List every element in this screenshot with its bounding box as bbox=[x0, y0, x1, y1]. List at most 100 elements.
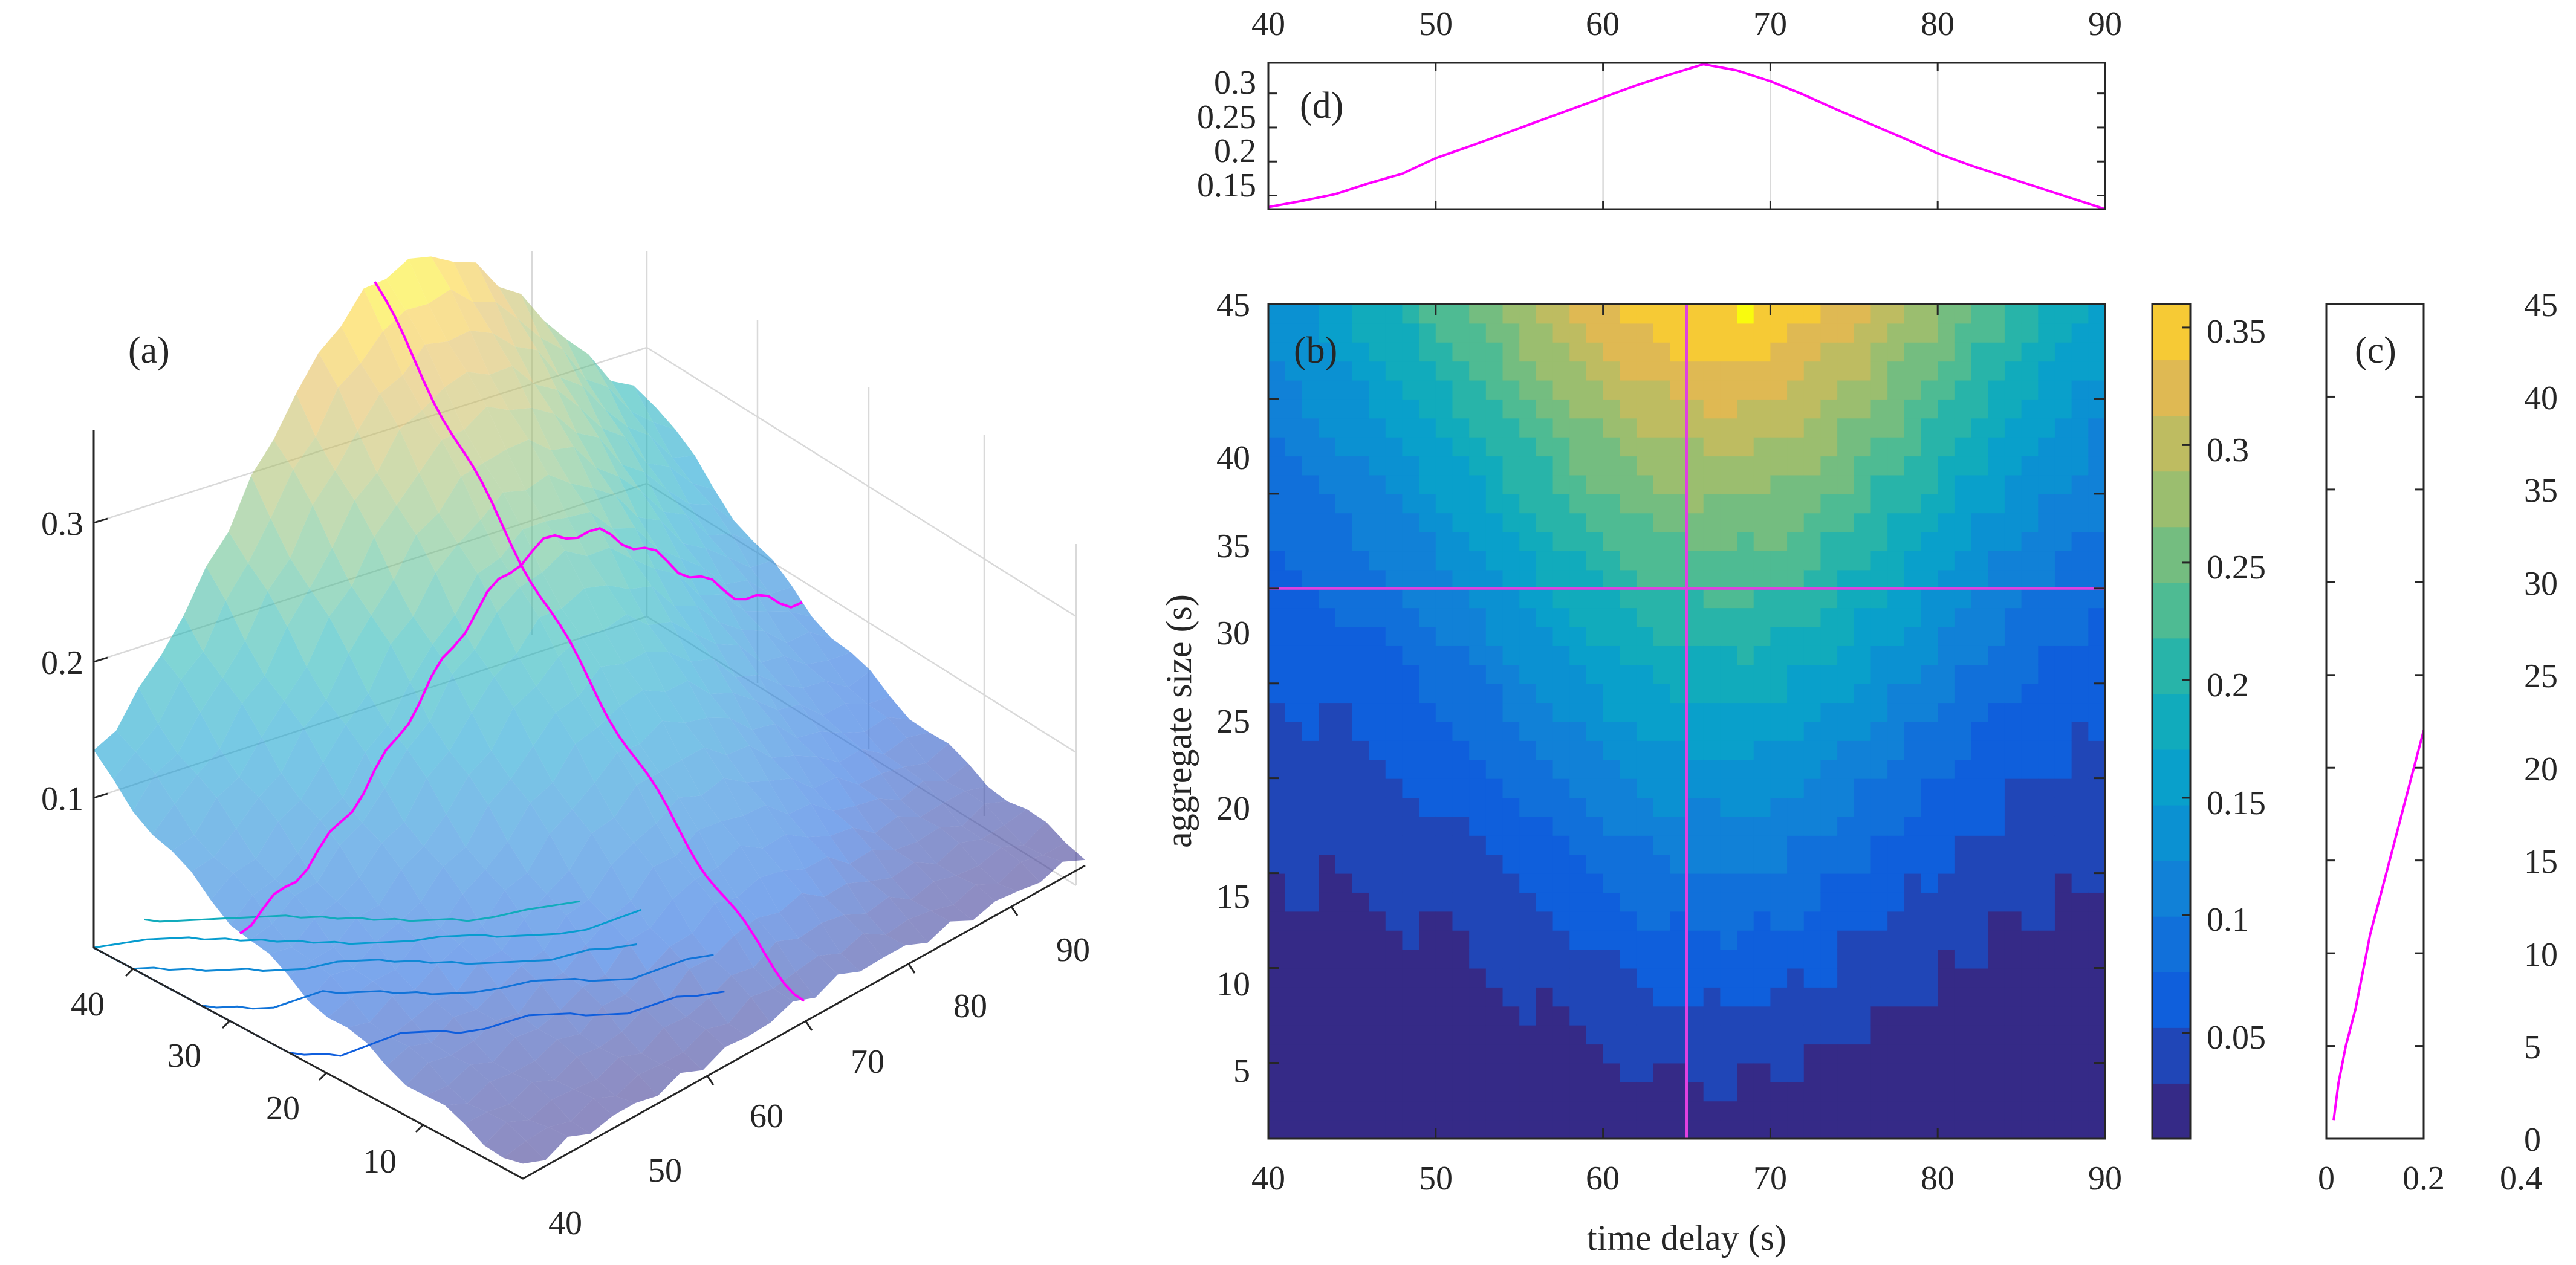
heatmap-cell bbox=[1636, 1024, 1654, 1045]
heatmap-cell bbox=[1385, 436, 1403, 457]
heatmap-cell bbox=[1670, 645, 1687, 665]
heatmap-cell bbox=[2071, 1081, 2089, 1102]
heatmap-cell bbox=[1687, 323, 1704, 343]
heatmap-cell bbox=[1954, 436, 1972, 457]
heatmap-cell bbox=[1803, 1081, 1822, 1102]
heatmap-cell bbox=[1469, 456, 1487, 476]
heatmap-cell bbox=[1971, 1081, 1989, 1102]
heatmap-cell bbox=[1904, 513, 1922, 532]
surface-patch bbox=[116, 687, 158, 752]
heatmap-cell bbox=[1268, 968, 1286, 988]
surface-patch bbox=[605, 409, 647, 464]
surface-patch bbox=[875, 816, 918, 850]
heatmap-cell bbox=[1803, 474, 1822, 494]
colorbar-step bbox=[2152, 971, 2190, 1028]
heatmap-cell bbox=[1770, 1063, 1788, 1082]
heatmap-cell bbox=[1502, 854, 1520, 874]
heatmap-cell bbox=[1954, 513, 1972, 532]
heatmap-cell bbox=[1837, 380, 1855, 400]
heatmap-cell bbox=[1737, 474, 1754, 494]
heatmap-cell bbox=[1268, 1063, 1286, 1082]
heatmap-cell bbox=[1887, 607, 1905, 627]
heatmap-cell bbox=[1435, 683, 1453, 704]
surface-patch bbox=[755, 700, 797, 738]
heatmap-cell bbox=[1803, 1006, 1822, 1026]
heatmap-cell bbox=[1268, 1006, 1286, 1026]
surface-patch bbox=[653, 422, 695, 458]
heatmap-cell bbox=[1586, 398, 1604, 419]
heatmap-cell bbox=[1753, 949, 1771, 969]
heatmap-cell bbox=[1938, 513, 1955, 532]
heatmap-cell bbox=[1586, 740, 1604, 760]
surface-patch bbox=[222, 641, 265, 704]
heatmap-cell bbox=[2054, 1081, 2072, 1102]
heatmap-cell bbox=[1938, 607, 1955, 627]
surface-patch bbox=[345, 693, 388, 752]
heatmap-cell bbox=[1268, 816, 1286, 836]
heatmap-cell bbox=[1803, 493, 1822, 514]
heatmap-cell bbox=[1753, 1024, 1771, 1045]
heatmap-cell bbox=[1670, 778, 1687, 798]
heatmap-cell bbox=[2004, 1006, 2022, 1026]
heatmap-cell bbox=[1285, 778, 1303, 798]
heatmap-cell bbox=[1369, 1044, 1386, 1064]
heatmap-cell bbox=[1268, 531, 1286, 552]
surface-patch bbox=[722, 594, 764, 631]
heatmap-cell bbox=[1954, 607, 1972, 627]
heatmap-cell bbox=[1485, 1081, 1504, 1102]
heatmap-cell bbox=[2054, 930, 2072, 950]
heatmap-cell bbox=[1787, 418, 1805, 438]
heatmap-cell bbox=[1653, 626, 1671, 646]
heatmap-cell bbox=[1586, 607, 1604, 627]
heatmap-cell bbox=[1887, 341, 1905, 362]
heatmap-cell bbox=[1670, 797, 1687, 817]
heatmap-cell bbox=[2088, 1024, 2105, 1045]
surface-patch bbox=[432, 615, 475, 675]
heatmap-cell bbox=[1369, 341, 1386, 362]
colorbar-tick-label: 0.1 bbox=[2207, 901, 2249, 939]
heatmap-cell bbox=[1837, 1081, 1855, 1102]
heatmap-cell bbox=[1285, 1101, 1303, 1121]
heatmap-cell bbox=[1636, 380, 1654, 400]
heatmap-cell bbox=[1419, 854, 1436, 874]
heatmap-cell bbox=[1603, 474, 1621, 494]
heatmap-cell bbox=[1569, 968, 1587, 988]
surface-patch bbox=[661, 1052, 703, 1073]
heatmap-cell bbox=[1502, 474, 1520, 494]
heatmap-cell bbox=[1837, 531, 1855, 552]
heatmap-cell bbox=[1369, 683, 1386, 704]
heatmap-cell bbox=[1268, 474, 1286, 494]
heatmap-cell bbox=[2054, 891, 2072, 912]
heatmap-cell bbox=[2038, 683, 2055, 704]
heatmap-cell bbox=[1335, 968, 1353, 988]
heatmap-cell bbox=[1402, 1024, 1420, 1045]
surface-patch bbox=[175, 774, 217, 836]
heatmap-cell bbox=[1603, 569, 1621, 589]
heatmap-cell bbox=[1519, 854, 1537, 874]
surface-patch bbox=[615, 495, 658, 549]
heatmap-cell bbox=[1469, 513, 1487, 532]
colorbar-tick-label: 0.35 bbox=[2207, 313, 2266, 351]
heatmap-cell bbox=[1620, 1063, 1637, 1082]
surface-patch bbox=[672, 879, 715, 934]
heatmap-cell bbox=[1921, 436, 1939, 457]
heatmap-cell bbox=[1419, 474, 1436, 494]
heatmap-cell bbox=[1469, 380, 1487, 400]
heatmap-cell bbox=[1904, 778, 1922, 798]
heatmap-cell bbox=[1620, 380, 1637, 400]
heatmap-cell bbox=[1921, 1024, 1939, 1045]
surface-patch bbox=[808, 836, 850, 864]
heatmap-cell bbox=[1536, 645, 1554, 665]
colorbar-step bbox=[2152, 749, 2190, 806]
heatmap-cell bbox=[1870, 323, 1889, 343]
heatmap-cell bbox=[1921, 721, 1939, 741]
heatmap-cell bbox=[1954, 816, 1972, 836]
heatmap-cell bbox=[1335, 664, 1353, 684]
heatmap-cell bbox=[1753, 361, 1771, 381]
heatmap-cell bbox=[1720, 740, 1738, 760]
c-y-tick-label: 15 bbox=[2524, 843, 2558, 881]
surface-patch bbox=[466, 804, 508, 870]
heatmap-cell bbox=[1737, 740, 1754, 760]
heatmap-cell bbox=[1319, 1101, 1336, 1121]
surface-patch bbox=[906, 732, 949, 763]
